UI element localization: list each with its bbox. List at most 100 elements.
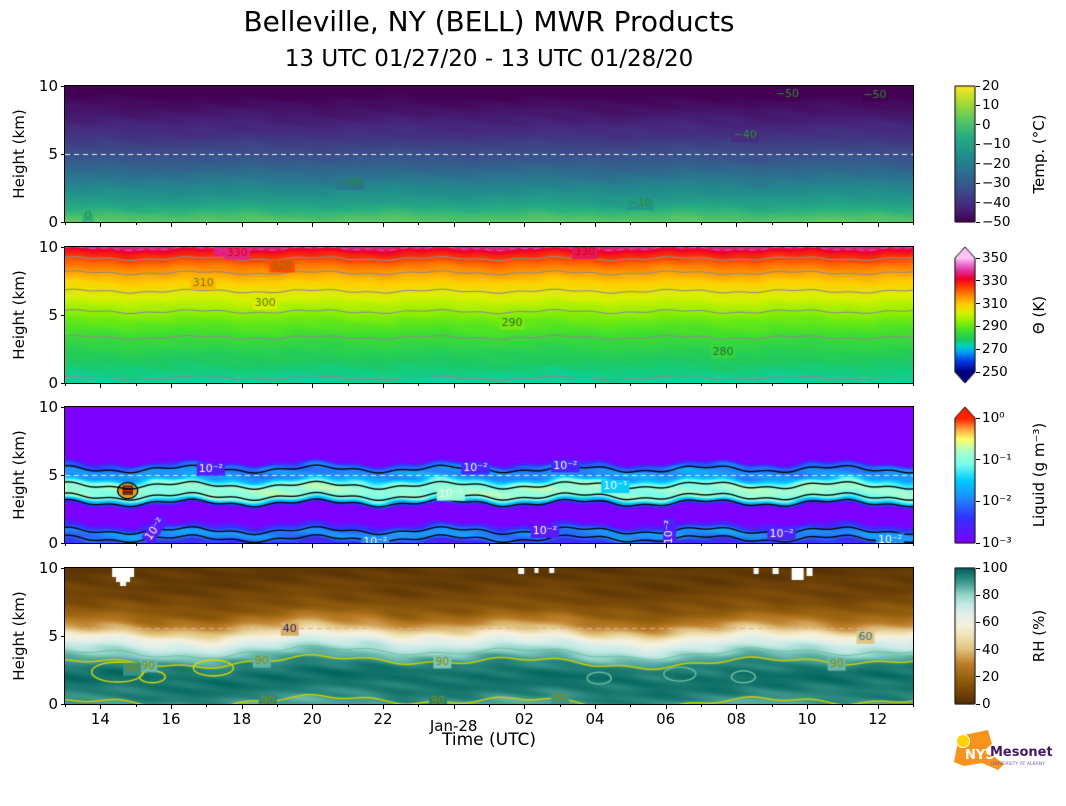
x-tick-label: 12 (868, 710, 888, 728)
x-tick-mark (489, 704, 490, 707)
x-tick-mark (135, 704, 137, 707)
colorbar-tick-label: 350 (982, 250, 1008, 266)
x-tick-mark (559, 383, 561, 386)
x-tick-mark (206, 543, 208, 546)
y-tick-label: 5 (48, 306, 58, 324)
x-tick-mark (630, 543, 632, 546)
colorbar-tick-label: 0 (982, 116, 991, 133)
x-tick-mark (771, 704, 773, 707)
x-tick-mark (701, 704, 702, 707)
x-tick-mark (100, 222, 102, 227)
x-tick-mark (877, 222, 879, 227)
x-tick-mark (312, 222, 314, 227)
x-tick-mark (559, 543, 561, 546)
x-tick-mark (489, 383, 490, 386)
x-tick-mark (665, 704, 667, 709)
colorbar-tick-mark (976, 542, 980, 544)
colorbar-tick-label: 10⁻³ (982, 535, 1012, 551)
x-tick-mark (418, 222, 420, 225)
x-tick-mark (100, 383, 102, 388)
x-tick-label: 14 (90, 710, 110, 728)
x-tick-mark (277, 383, 278, 386)
x-tick-mark (206, 383, 208, 386)
x-tick-mark (630, 222, 632, 225)
colorbar-tick-label: −40 (982, 194, 1011, 211)
x-tick-mark (277, 543, 278, 546)
colorbar-tick-label: 20 (982, 668, 1000, 685)
logo-mesonet-text: Mesonet (990, 745, 1052, 760)
x-tick-mark (807, 222, 808, 227)
x-tick-mark (595, 383, 596, 388)
colorbar-tick-mark (976, 221, 980, 223)
colorbar-tick-mark (976, 417, 980, 419)
x-tick-label: 08 (726, 710, 746, 728)
colorbar-tick-mark (976, 85, 980, 87)
colorbar-tick-label: 10 (982, 97, 1000, 114)
colorbar-tick-mark (976, 280, 980, 282)
x-tick-mark (877, 543, 879, 548)
y-tick-mark (61, 567, 65, 569)
x-tick-mark (665, 383, 667, 388)
colorbar-tick-mark (976, 182, 980, 184)
x-tick-mark (453, 222, 455, 227)
colorbar-tick-mark (976, 649, 980, 651)
colorbar-tick-mark (976, 303, 980, 305)
colorbar-tick-label: 10⁻¹ (982, 451, 1012, 468)
y-tick-label: 10 (38, 77, 58, 95)
x-tick-mark (100, 543, 102, 548)
colorbar-tick-mark (976, 104, 980, 106)
y-tick-mark (61, 382, 65, 384)
x-tick-mark (913, 704, 914, 707)
x-tick-mark (383, 543, 384, 548)
sun-icon (956, 734, 970, 748)
colorbar-tick-label: 310 (982, 295, 1008, 312)
x-tick-mark (206, 704, 208, 707)
theta-panel (64, 246, 914, 384)
x-tick-mark (312, 704, 314, 709)
y-tick-mark (61, 221, 65, 223)
x-tick-mark (701, 222, 702, 225)
colorbar-tick-label: 60 (982, 614, 1000, 631)
x-tick-mark (65, 704, 66, 707)
x-tick-label: 02 (514, 710, 534, 728)
x-axis-label: Time (UTC) (442, 730, 536, 750)
y-tick-mark (61, 246, 65, 248)
x-tick-label: 10 (797, 710, 817, 728)
y-tick-label: 0 (48, 213, 58, 231)
colorbar-tick-label: 290 (982, 318, 1008, 335)
colorbar-tick-mark (976, 163, 980, 165)
x-tick-mark (418, 383, 420, 386)
x-tick-label: 20 (302, 710, 322, 728)
y-tick-label: 0 (48, 534, 58, 552)
colorbar-tick-label: 10⁰ (982, 410, 1005, 426)
figure-title: Belleville, NY (BELL) MWR Products (243, 5, 735, 38)
colorbar-tick-mark (976, 567, 980, 569)
colorbar-tick-label: 80 (982, 587, 1000, 604)
colorbar-tick-mark (976, 621, 980, 623)
colorbar-tick-mark (976, 676, 980, 678)
x-tick-mark (595, 543, 596, 548)
theta-colorbar (954, 246, 976, 384)
x-tick-mark (171, 222, 172, 227)
x-tick-mark (347, 383, 349, 386)
x-tick-mark (736, 704, 738, 709)
x-tick-mark (913, 222, 914, 225)
theta-heatmap (65, 247, 913, 383)
temperature-heatmap (65, 86, 913, 222)
x-tick-mark (771, 222, 773, 225)
x-tick-mark (665, 222, 667, 227)
rh-panel (64, 567, 914, 705)
x-tick-mark (312, 383, 314, 388)
x-tick-mark (842, 383, 844, 386)
y-tick-mark (61, 703, 65, 705)
colorbar-tick-mark (976, 348, 980, 350)
colorbar-tick-label: −30 (982, 175, 1011, 192)
colorbar-tick-label: 330 (982, 272, 1008, 289)
y-tick-mark (61, 85, 65, 87)
x-tick-mark (277, 222, 278, 225)
x-tick-mark (418, 543, 420, 546)
x-tick-mark (383, 222, 384, 227)
x-tick-mark (807, 383, 808, 388)
x-tick-mark (65, 383, 66, 386)
